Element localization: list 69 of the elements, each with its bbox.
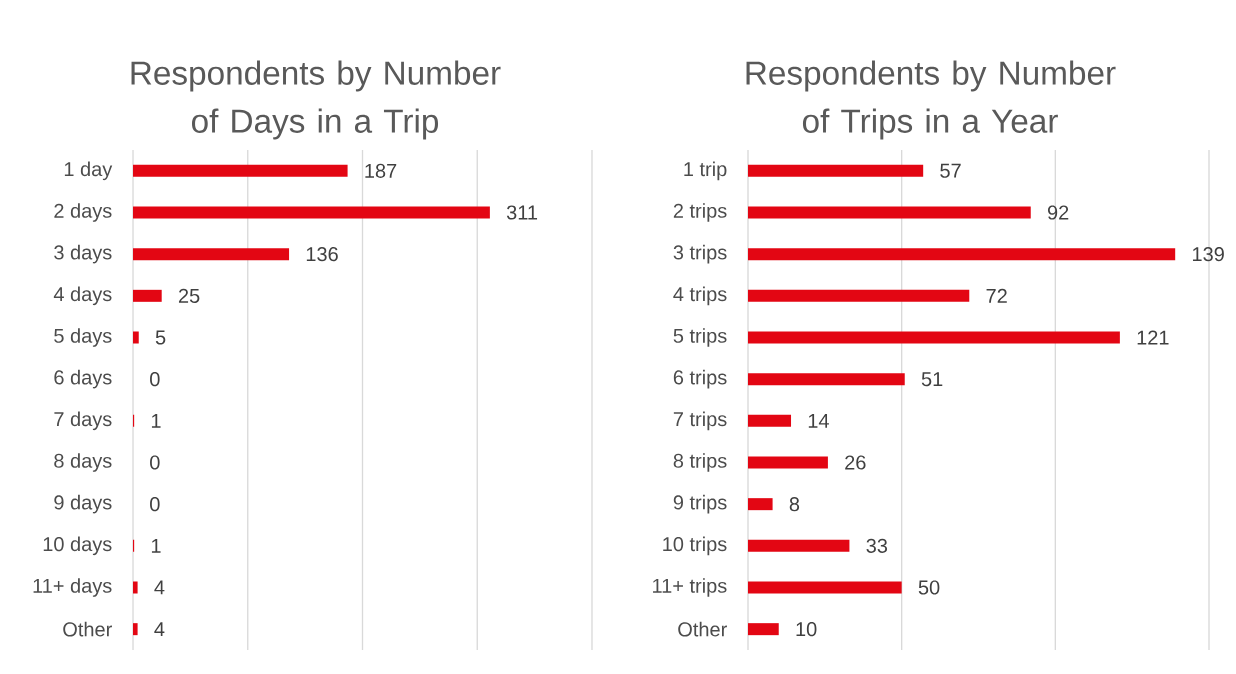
- y-tick-label: 10 trips: [663, 536, 727, 556]
- data-label: 51: [921, 372, 943, 387]
- y-tick-label: 11+ days: [33, 578, 112, 597]
- bar: [133, 623, 138, 636]
- bar: [748, 539, 850, 552]
- y-tick-label: 9 trips: [673, 494, 727, 514]
- y-tick-label: 3 trips: [673, 244, 727, 264]
- y-tick-label: 1 trip: [684, 161, 727, 181]
- y-tick-label: 2 trips: [673, 203, 727, 222]
- data-label: 10: [796, 622, 817, 637]
- bar: [748, 331, 1120, 344]
- bar: [748, 373, 905, 386]
- data-label: 0: [150, 455, 160, 470]
- bar: [133, 289, 162, 302]
- bar: [748, 289, 970, 302]
- data-label: 5: [155, 330, 166, 345]
- data-label: 50: [918, 580, 940, 595]
- y-tick-label: 8 trips: [673, 453, 727, 472]
- y-tick-label: 9 days: [54, 494, 112, 514]
- y-tick-label: 3 days: [54, 244, 112, 264]
- data-label: 121: [1137, 330, 1169, 345]
- data-label: 4: [154, 622, 165, 637]
- data-label: 0: [150, 497, 160, 512]
- y-tick-label: Other: [63, 621, 112, 637]
- bar: [748, 414, 792, 427]
- bar: [133, 581, 138, 594]
- data-label: 187: [365, 163, 397, 178]
- bar: [133, 331, 139, 344]
- y-tick-label: 8 days: [54, 453, 112, 472]
- data-label: 92: [1047, 205, 1069, 220]
- bar: [748, 581, 902, 594]
- y-tick-label: 6 trips: [673, 369, 727, 389]
- chart-title: Respondents by Number of Days in a Trip: [131, 60, 501, 140]
- data-label: 139: [1192, 247, 1224, 262]
- bar: [748, 248, 1176, 261]
- y-tick-label: 2 days: [54, 203, 112, 222]
- data-label: 311: [506, 205, 538, 220]
- data-label: 33: [866, 538, 888, 553]
- data-label: 25: [178, 288, 200, 303]
- chart-title: Respondents by Number of Trips in a Year: [746, 60, 1116, 140]
- y-tick-label: 7 trips: [673, 411, 727, 431]
- y-tick-label: 5 days: [54, 328, 112, 347]
- data-label: 136: [306, 247, 338, 262]
- data-label: 4: [154, 580, 165, 595]
- y-tick-label: Other: [678, 621, 727, 637]
- data-label: 72: [986, 288, 1007, 303]
- data-label: 26: [845, 455, 866, 470]
- bar: [748, 456, 828, 469]
- y-tick-label: 6 days: [54, 369, 112, 389]
- data-label: 0: [150, 372, 160, 387]
- y-tick-label: 4 days: [53, 286, 112, 306]
- data-label: 8: [789, 497, 800, 512]
- data-label: 1: [151, 413, 161, 428]
- bar: [133, 164, 348, 177]
- bar: [133, 248, 290, 261]
- bar: [748, 164, 924, 177]
- bar: [748, 623, 779, 636]
- y-tick-label: 7 days: [54, 411, 112, 431]
- y-tick-label: 10 days: [43, 536, 112, 556]
- data-label: 57: [940, 163, 961, 178]
- bar: [748, 498, 773, 511]
- y-tick-label: 1 day: [64, 161, 113, 181]
- data-label: 1: [151, 538, 161, 553]
- bar: [133, 206, 490, 219]
- bar: [748, 206, 1031, 219]
- y-tick-label: 4 trips: [673, 286, 727, 306]
- data-label: 14: [808, 413, 829, 428]
- y-tick-label: 11+ trips: [653, 578, 727, 597]
- y-tick-label: 5 trips: [673, 328, 727, 347]
